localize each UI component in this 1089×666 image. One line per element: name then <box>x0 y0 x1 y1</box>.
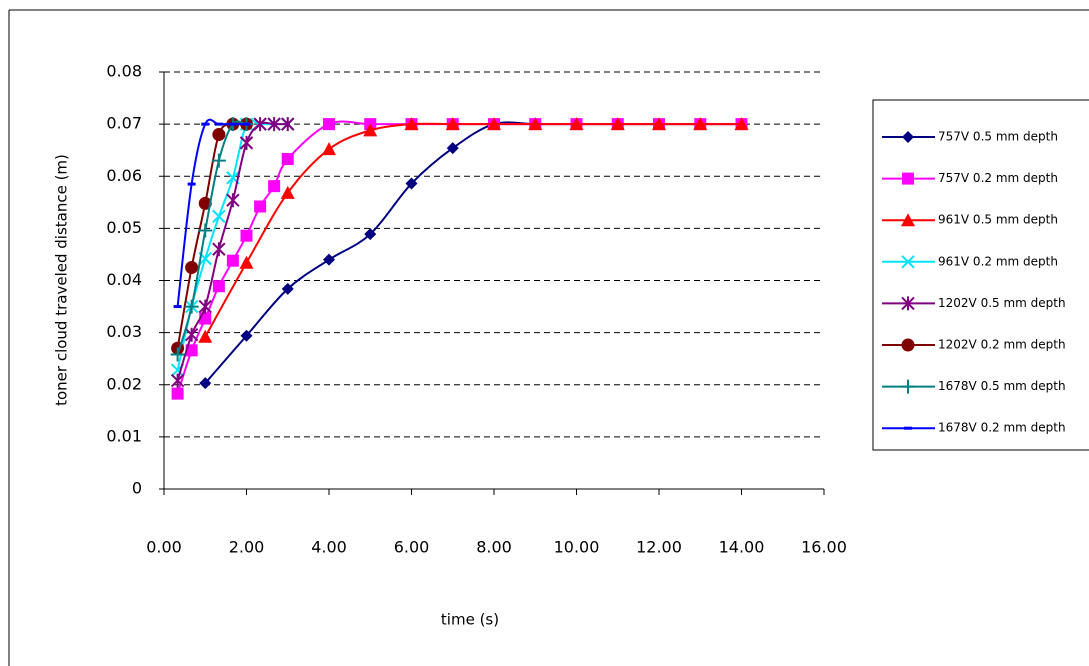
data-point <box>239 255 254 269</box>
data-point <box>228 122 237 126</box>
data-point <box>445 117 460 131</box>
data-point <box>405 177 418 190</box>
x-tick-label: 14.00 <box>719 538 765 557</box>
data-point <box>610 117 625 131</box>
data-point <box>281 153 294 166</box>
data-point <box>201 122 210 126</box>
legend-marker <box>901 213 915 227</box>
legend-marker <box>901 296 915 311</box>
x-tick-label: 10.00 <box>554 538 600 557</box>
y-tick-label: 0 <box>132 479 142 498</box>
legend-label: 757V 0.2 mm depth <box>938 171 1058 185</box>
x-tick-label: 4.00 <box>311 538 347 557</box>
data-point <box>212 128 226 142</box>
data-point <box>198 196 212 210</box>
legend-label: 961V 0.5 mm depth <box>938 213 1058 227</box>
x-axis-label: time (s) <box>441 611 499 629</box>
data-point <box>281 282 294 295</box>
data-point <box>212 280 225 293</box>
data-point <box>185 344 198 357</box>
y-tick-label: 0.08 <box>106 62 142 81</box>
data-point <box>240 329 253 342</box>
legend-label: 757V 0.5 mm depth <box>938 130 1058 144</box>
data-point <box>254 200 267 213</box>
y-axis-label: toner cloud traveled distance (m) <box>53 154 71 406</box>
data-point <box>323 253 335 266</box>
data-point <box>652 117 666 131</box>
data-point <box>170 373 185 388</box>
data-point <box>528 117 543 131</box>
data-point <box>184 327 199 342</box>
data-point <box>198 299 212 314</box>
data-point <box>185 260 199 274</box>
data-point <box>226 193 240 208</box>
y-tick-label: 0.05 <box>106 218 142 237</box>
data-point <box>253 117 267 132</box>
data-point <box>280 185 295 199</box>
y-tick-label: 0.07 <box>106 114 142 133</box>
x-tick-label: 0.00 <box>146 538 182 557</box>
legend-label: 1678V 0.5 mm depth <box>938 379 1066 393</box>
data-point <box>171 387 184 400</box>
data-point <box>268 180 281 193</box>
data-point <box>281 117 295 132</box>
legend-marker <box>902 131 914 143</box>
data-point <box>199 377 212 390</box>
legend-label: 1202V 0.5 mm depth <box>938 296 1066 310</box>
data-point <box>267 117 281 132</box>
y-tick-label: 0.02 <box>106 374 142 393</box>
x-tick-label: 6.00 <box>394 538 430 557</box>
data-point <box>211 153 226 168</box>
data-point <box>198 329 213 343</box>
data-point <box>239 135 254 150</box>
data-point <box>212 242 226 257</box>
data-point <box>364 228 377 241</box>
legend-marker <box>901 379 915 394</box>
legend-label: 961V 0.2 mm depth <box>938 254 1058 268</box>
y-tick-label: 0.06 <box>106 166 142 185</box>
data-point <box>693 117 708 131</box>
data-point <box>363 123 378 137</box>
y-tick-label: 0.03 <box>106 322 142 341</box>
x-tick-label: 12.00 <box>636 538 682 557</box>
legend-marker <box>901 338 915 352</box>
legend-label: 1678V 0.2 mm depth <box>938 421 1066 435</box>
data-point <box>569 117 584 131</box>
data-point <box>487 117 501 131</box>
x-tick-label: 2.00 <box>229 538 265 557</box>
data-point <box>242 122 251 126</box>
data-point <box>240 229 253 242</box>
legend-box <box>872 99 1089 451</box>
data-point <box>170 347 185 362</box>
data-point <box>734 117 749 131</box>
legend-marker <box>902 172 914 185</box>
data-point <box>173 305 182 309</box>
x-tick-label: 8.00 <box>476 538 512 557</box>
legend-marker <box>904 426 912 430</box>
data-point <box>214 122 223 126</box>
series-line <box>176 120 742 394</box>
data-point <box>184 299 199 314</box>
data-point <box>446 142 459 155</box>
data-point <box>323 118 335 131</box>
y-tick-label: 0.01 <box>106 426 142 445</box>
legend-label: 1202V 0.2 mm depth <box>938 338 1066 352</box>
y-tick-label: 0.04 <box>106 270 142 289</box>
legend-marker <box>901 255 915 269</box>
data-point <box>187 182 196 186</box>
x-tick-label: 16.00 <box>801 538 847 557</box>
data-point <box>198 223 213 238</box>
data-point <box>404 117 419 131</box>
data-point <box>226 254 239 267</box>
data-point <box>212 209 226 224</box>
data-point <box>322 142 336 156</box>
